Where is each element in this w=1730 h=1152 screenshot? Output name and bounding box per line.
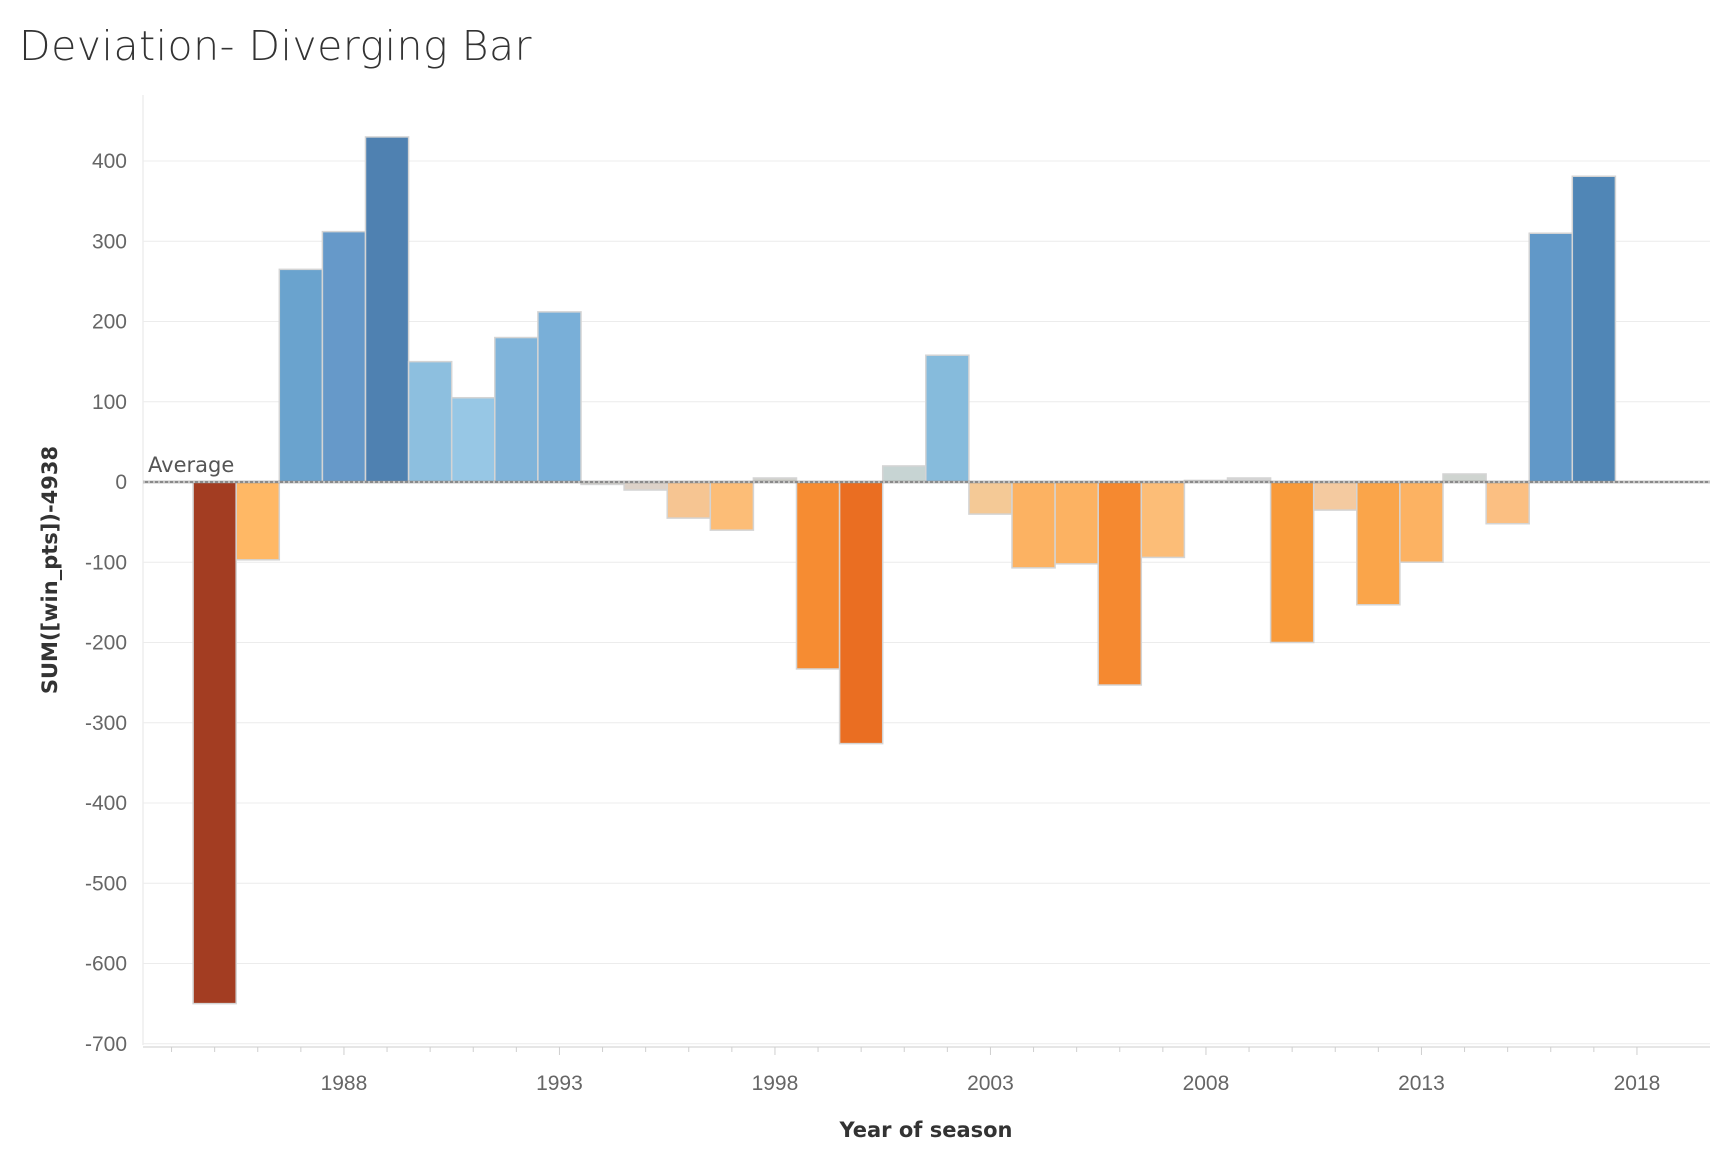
bar-2006[interactable] xyxy=(1097,481,1143,686)
bar-2011[interactable] xyxy=(1312,481,1358,511)
bar-2002[interactable] xyxy=(925,354,970,483)
x-tick-label: 1998 xyxy=(752,1072,799,1095)
bar-2017[interactable] xyxy=(1571,175,1617,483)
x-axis-title: Year of season xyxy=(838,1118,1012,1142)
y-tick-label: 0 xyxy=(115,471,127,494)
y-tick-label: 300 xyxy=(92,230,127,253)
x-tick-label: 1988 xyxy=(321,1072,368,1095)
bar-2015[interactable] xyxy=(1485,481,1530,525)
x-tick-label: 2008 xyxy=(1183,1072,1230,1095)
bar-1991[interactable] xyxy=(450,396,496,483)
bar-2000[interactable] xyxy=(838,481,884,745)
average-label: Average xyxy=(148,453,234,477)
bar-2007[interactable] xyxy=(1140,481,1186,559)
bar-1990[interactable] xyxy=(407,360,453,483)
bar-2003[interactable] xyxy=(968,481,1013,515)
bar-2013[interactable] xyxy=(1399,481,1444,563)
y-tick-label: 400 xyxy=(92,150,127,173)
bar-2016[interactable] xyxy=(1528,232,1574,483)
bar-2010[interactable] xyxy=(1269,481,1315,644)
x-tick-label: 2013 xyxy=(1398,1072,1445,1095)
x-tick-label: 2003 xyxy=(967,1072,1014,1095)
y-tick-label: -500 xyxy=(85,872,127,895)
y-tick-label: -400 xyxy=(85,792,127,815)
x-tick-label: 2018 xyxy=(1614,1072,1661,1095)
bar-1989[interactable] xyxy=(364,136,410,483)
bar-2012[interactable] xyxy=(1356,481,1401,606)
bar-1999[interactable] xyxy=(795,481,841,670)
y-axis: 400 300 200 100 0 -100 -200 -300 -400 -500 -600 -70… xyxy=(85,150,127,1056)
bar-1992[interactable] xyxy=(494,336,539,483)
bar-2005[interactable] xyxy=(1054,481,1099,565)
x-tick-label: 1993 xyxy=(536,1072,583,1095)
x-axis: 1988 1993 1998 2003 2008 2013 2018 xyxy=(143,1046,1710,1095)
y-axis-title: SUM([win_pts])-4938 xyxy=(38,446,62,694)
y-tick-label: -200 xyxy=(85,632,127,655)
bar-2001[interactable] xyxy=(881,465,927,483)
y-tick-label: -300 xyxy=(85,712,127,735)
bar-1996[interactable] xyxy=(666,481,712,519)
bar-1985[interactable] xyxy=(192,481,237,1005)
y-tick-label: -700 xyxy=(85,1033,127,1056)
y-tick-label: 100 xyxy=(92,391,127,414)
bar-1987[interactable] xyxy=(278,268,324,483)
bar-2004[interactable] xyxy=(1011,481,1056,569)
y-tick-label: 200 xyxy=(92,311,127,334)
bar-1988[interactable] xyxy=(321,230,367,483)
chart-title: Deviation- Diverging Bar xyxy=(19,22,532,70)
bars xyxy=(192,136,1617,1005)
y-tick-label: -600 xyxy=(85,953,127,976)
y-tick-label: -100 xyxy=(85,551,127,574)
bar-1986[interactable] xyxy=(235,481,281,561)
bar-1993[interactable] xyxy=(537,311,582,483)
bar-1997[interactable] xyxy=(709,481,755,531)
